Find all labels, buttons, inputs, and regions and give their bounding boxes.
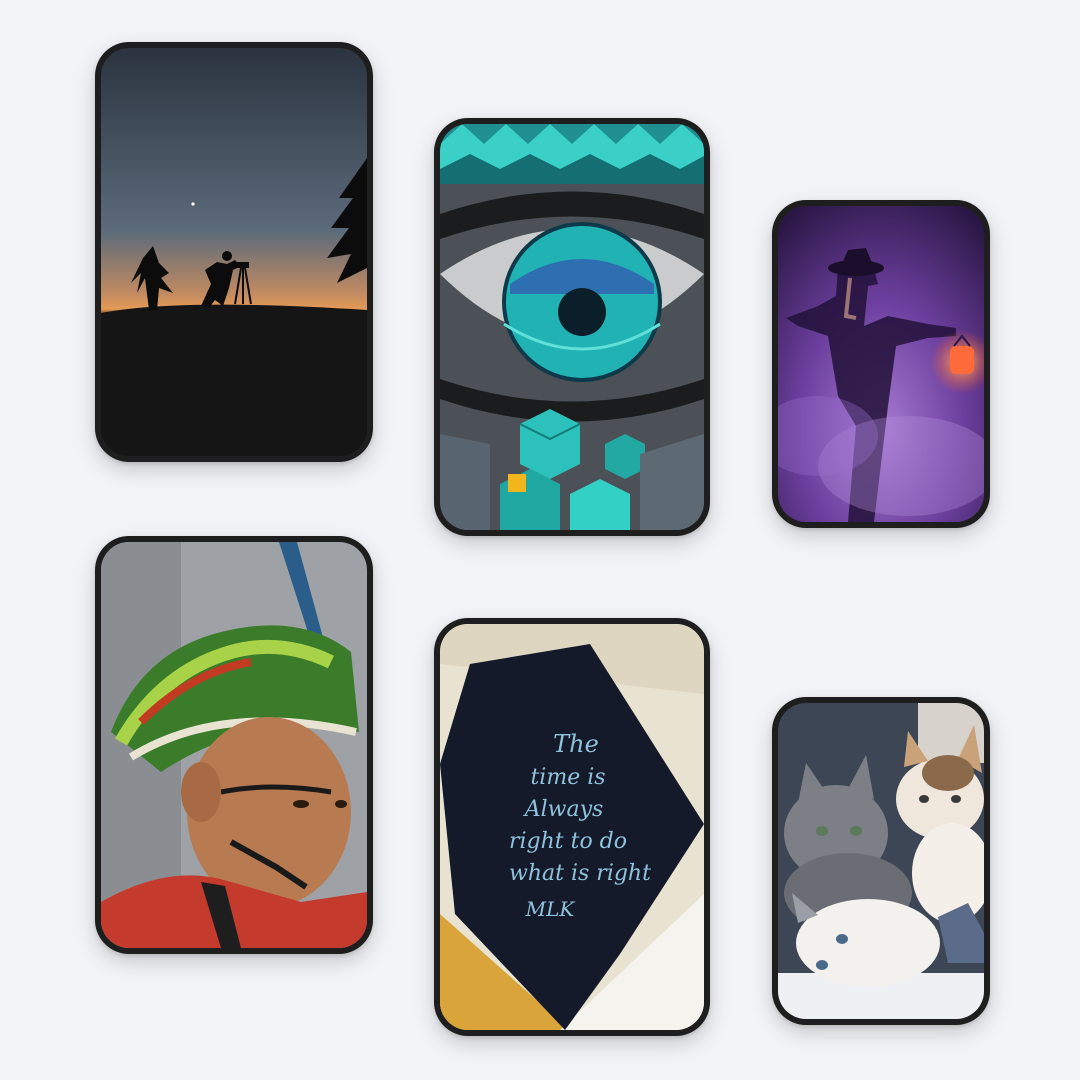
photo-card-lantern-smoke[interactable] xyxy=(772,200,990,528)
photographer-image xyxy=(101,48,367,456)
quote-line-1: The xyxy=(553,730,599,758)
quote-line-6: MLK xyxy=(525,897,576,921)
photo-card-eye-mural[interactable] xyxy=(434,118,710,536)
lantern-smoke-image xyxy=(778,206,984,522)
quote-line-5: what is right xyxy=(509,861,651,886)
photo-card-headdress-child[interactable] xyxy=(95,536,373,954)
photo-card-calligraphy-quote[interactable]: The time is Always right to do what is r… xyxy=(434,618,710,1036)
eye-mural-image xyxy=(440,124,704,530)
photo-card-photographer[interactable] xyxy=(95,42,373,462)
quote-line-4: right to do xyxy=(509,829,627,854)
photo-card-kittens[interactable] xyxy=(772,697,990,1025)
quote-line-2: time is xyxy=(530,765,605,790)
headdress-child-image xyxy=(101,542,367,948)
quote-line-3: Always xyxy=(523,797,604,822)
calligraphy-quote-image: The time is Always right to do what is r… xyxy=(440,624,704,1030)
kittens-image xyxy=(778,703,984,1019)
